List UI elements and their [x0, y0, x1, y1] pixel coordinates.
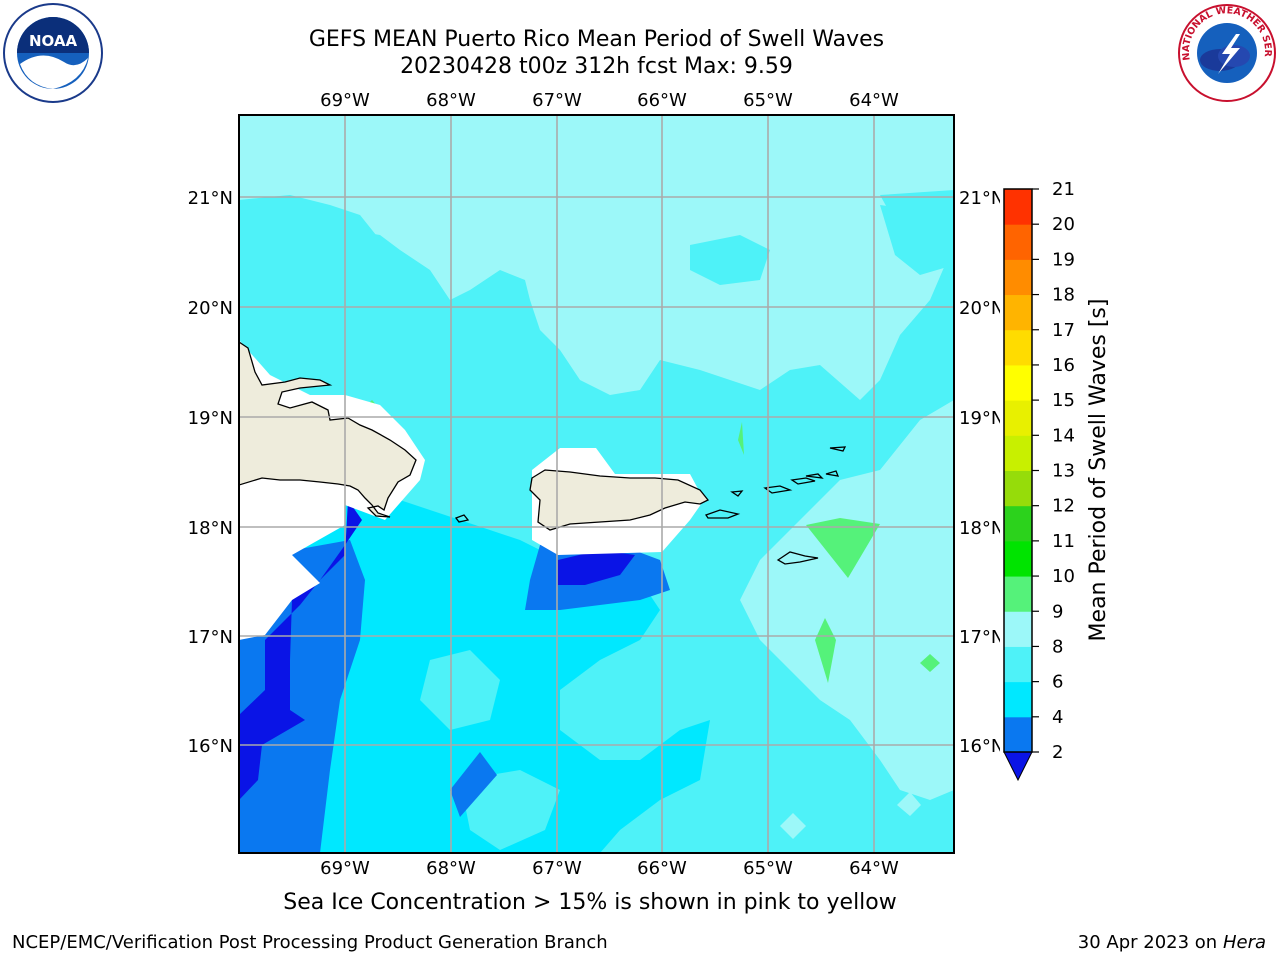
colorbar-tick-label: 13: [1052, 461, 1075, 482]
colorbar-segment: [1004, 189, 1032, 225]
lat-label-left: 17°N: [188, 627, 233, 648]
graticule: [239, 115, 954, 853]
lat-label-right: 20°N: [959, 298, 1004, 319]
colorbar-tick-label: 18: [1052, 285, 1075, 306]
lon-label-top: 64°W: [849, 90, 899, 111]
colorbar-label: Mean Period of Swell Waves [s]: [1086, 299, 1111, 642]
puerto-rico-land: [529, 469, 710, 531]
colorbar-segment: [1004, 364, 1032, 401]
colorbar-segment: [1004, 540, 1032, 577]
colorbar-segment: [1004, 224, 1032, 260]
contour-9-10-patch-b: [815, 618, 836, 683]
colorbar: 2 4 6 8 9 10 11 12 13 14 15 16 17 18 19 20 21 Mean Perio…: [1000, 179, 1111, 790]
lat-label-right: 17°N: [959, 627, 1004, 648]
colorbar-tick-label: 16: [1052, 355, 1075, 376]
lat-label-left: 19°N: [188, 408, 233, 429]
contour-under-2-west: [239, 500, 362, 800]
colorbar-segment: [1004, 576, 1032, 612]
noaa-logo: NOAA: [3, 3, 103, 103]
lon-label-bottom: 67°W: [532, 858, 582, 879]
colorbar-segment: [1004, 646, 1032, 683]
lat-label-right: 19°N: [959, 408, 1004, 429]
lat-label-left: 21°N: [188, 188, 233, 209]
contour-8-9-east: [740, 400, 954, 800]
nws-logo: NATIONAL WEATHER SERVICE: [1176, 2, 1276, 102]
colorbar-segment: [1004, 329, 1032, 366]
chart-title: GEFS MEAN Puerto Rico Mean Period of Swe…: [308, 27, 885, 52]
colorbar-segment: [1004, 611, 1032, 647]
lon-label-top: 65°W: [743, 90, 793, 111]
contour-under-2-pr: [558, 550, 635, 585]
contour-8-9-north-b: [239, 115, 954, 275]
colorbar-tick-label: 9: [1052, 601, 1063, 622]
lon-label-bottom: 65°W: [743, 858, 793, 879]
credit-date: 30 Apr 2023 on Hera: [1078, 932, 1266, 953]
lon-label-bottom: 68°W: [426, 858, 476, 879]
lat-label-right: 18°N: [959, 518, 1004, 539]
lon-label-top: 67°W: [532, 90, 582, 111]
colorbar-tick-label: 19: [1052, 249, 1075, 270]
colorbar-tick-label: 6: [1052, 672, 1063, 693]
credit-date-text: 30 Apr 2023 on: [1077, 932, 1223, 953]
colorbar-segment: [1004, 505, 1032, 542]
colorbar-tick-label: 15: [1052, 390, 1075, 411]
colorbar-tick-label: 14: [1052, 425, 1075, 446]
colorbar-tick-label: 8: [1052, 636, 1063, 657]
chart-subtitle: 20230428 t00z 312h fcst Max: 9.59: [400, 54, 793, 79]
lon-label-top: 69°W: [320, 90, 370, 111]
lat-label-left: 18°N: [188, 518, 233, 539]
contour-9-10-patch-a: [806, 518, 880, 578]
credit-host: Hera: [1222, 932, 1266, 953]
noaa-wordmark: NOAA: [29, 32, 78, 50]
lat-label-left: 16°N: [188, 736, 233, 757]
colorbar-tick-label: 21: [1052, 179, 1075, 200]
lat-label-right: 16°N: [959, 736, 1004, 757]
lon-label-bottom: 66°W: [637, 858, 687, 879]
colorbar-segment: [1004, 435, 1032, 471]
colorbar-segment: [1004, 470, 1032, 507]
lon-label-bottom: 64°W: [849, 858, 899, 879]
lat-label-right: 21°N: [959, 188, 1004, 209]
lat-label-left: 20°N: [188, 298, 233, 319]
sea-ice-note: Sea Ice Concentration > 15% is shown in …: [283, 890, 897, 915]
colorbar-tick-label: 12: [1052, 496, 1075, 517]
colorbar-segment: [1004, 716, 1032, 753]
map-frame: [238, 114, 955, 854]
lon-label-top: 66°W: [637, 90, 687, 111]
colorbar-segment: [1004, 259, 1032, 296]
colorbar-segment: [1004, 294, 1032, 331]
lon-label-bottom: 69°W: [320, 858, 370, 879]
colorbar-segment: [1004, 681, 1032, 718]
hispaniola-land: [239, 341, 417, 518]
colorbar-tick-label: 4: [1052, 707, 1063, 728]
colorbar-tick-label: 20: [1052, 214, 1075, 235]
contour-9-10-patch-c: [920, 654, 940, 672]
colorbar-tick-label: 2: [1052, 742, 1063, 763]
land-masses: [239, 341, 847, 565]
colorbar-tick-label: 11: [1052, 531, 1075, 552]
credit-branch: NCEP/EMC/Verification Post Processing Pr…: [12, 932, 608, 953]
colorbar-tick-label: 17: [1052, 320, 1075, 341]
colorbar-tick-label: 10: [1052, 566, 1075, 587]
colorbar-segment: [1004, 400, 1032, 436]
lon-label-top: 68°W: [426, 90, 476, 111]
